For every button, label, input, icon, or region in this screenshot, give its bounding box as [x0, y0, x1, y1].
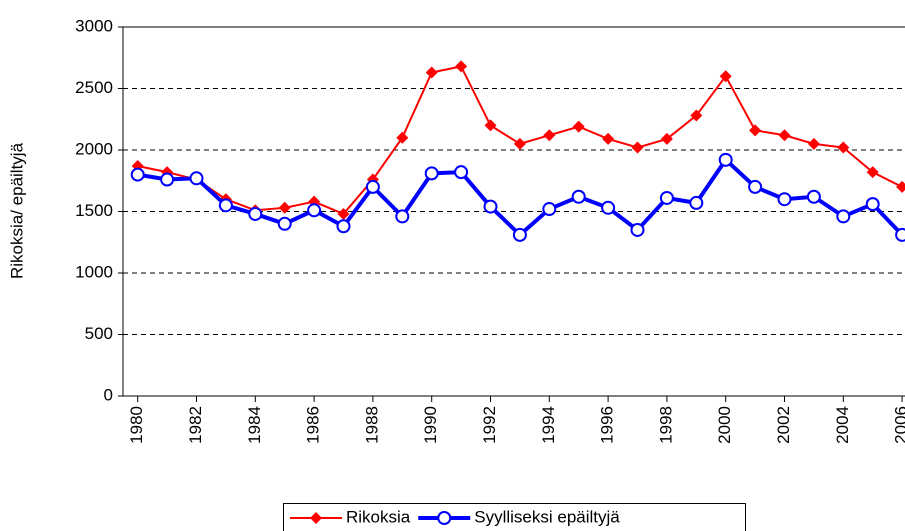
- legend-box: [283, 503, 746, 531]
- marker: [483, 199, 498, 214]
- x-tick-label: 1982: [186, 406, 205, 444]
- marker: [336, 219, 351, 234]
- marker: [513, 137, 526, 150]
- x-tick-label: 1990: [421, 406, 440, 444]
- marker: [396, 131, 409, 144]
- marker: [365, 179, 380, 194]
- marker: [837, 141, 850, 154]
- marker: [218, 198, 233, 213]
- x-tick-label: 1986: [304, 406, 323, 444]
- y-tick-label: 2000: [75, 139, 113, 158]
- marker: [278, 201, 291, 214]
- marker: [896, 180, 905, 193]
- marker: [395, 209, 410, 224]
- marker: [778, 129, 791, 142]
- marker: [455, 60, 468, 73]
- x-tick-label: 2004: [833, 406, 852, 444]
- marker: [749, 124, 762, 137]
- marker: [542, 202, 557, 217]
- x-tick-label: 1980: [127, 406, 146, 444]
- x-tick-label: 2000: [715, 406, 734, 444]
- marker: [718, 152, 733, 167]
- legend-label: Syylliseksi epäiltyjä: [474, 507, 620, 526]
- marker: [631, 141, 644, 154]
- marker: [601, 200, 616, 215]
- marker: [602, 132, 615, 145]
- marker: [630, 222, 645, 237]
- marker: [807, 137, 820, 150]
- marker: [865, 197, 880, 212]
- marker: [160, 172, 175, 187]
- x-tick-label: 1996: [598, 406, 617, 444]
- x-tick-label: 2002: [774, 406, 793, 444]
- y-tick-label: 3000: [75, 16, 113, 35]
- marker: [484, 119, 497, 132]
- marker: [512, 227, 527, 242]
- marker: [689, 195, 704, 210]
- x-tick-label: 1988: [362, 406, 381, 444]
- marker: [454, 165, 469, 180]
- marker: [659, 190, 674, 205]
- x-tick-label: 1994: [539, 406, 558, 444]
- legend-marker: [437, 511, 452, 525]
- marker: [895, 227, 905, 242]
- legend-label: Rikoksia: [346, 507, 411, 526]
- marker: [307, 203, 322, 218]
- marker: [543, 129, 556, 142]
- y-tick-label: 2500: [75, 78, 113, 97]
- marker: [719, 70, 732, 83]
- marker: [777, 192, 792, 207]
- marker: [277, 216, 292, 231]
- marker: [424, 166, 439, 181]
- y-axis-label: Rikoksia/ epäiltyjä: [7, 142, 26, 279]
- y-tick-label: 500: [85, 324, 113, 343]
- y-tick-label: 0: [104, 385, 113, 404]
- marker: [690, 109, 703, 122]
- marker: [571, 189, 586, 204]
- marker: [425, 66, 438, 79]
- marker: [748, 179, 763, 194]
- marker: [337, 207, 350, 220]
- y-tick-label: 1000: [75, 262, 113, 281]
- x-tick-label: 2006: [892, 406, 905, 444]
- y-tick-label: 1500: [75, 201, 113, 220]
- marker: [806, 189, 821, 204]
- x-tick-label: 1984: [245, 406, 264, 444]
- marker: [572, 120, 585, 133]
- marker: [248, 206, 263, 221]
- legend-marker: [310, 512, 322, 524]
- marker: [836, 209, 851, 224]
- plot-border: [122, 26, 905, 397]
- marker: [130, 167, 145, 182]
- marker: [660, 132, 673, 145]
- x-tick-label: 1998: [656, 406, 675, 444]
- x-tick-label: 1992: [480, 406, 499, 444]
- marker: [189, 171, 204, 186]
- marker: [866, 166, 879, 179]
